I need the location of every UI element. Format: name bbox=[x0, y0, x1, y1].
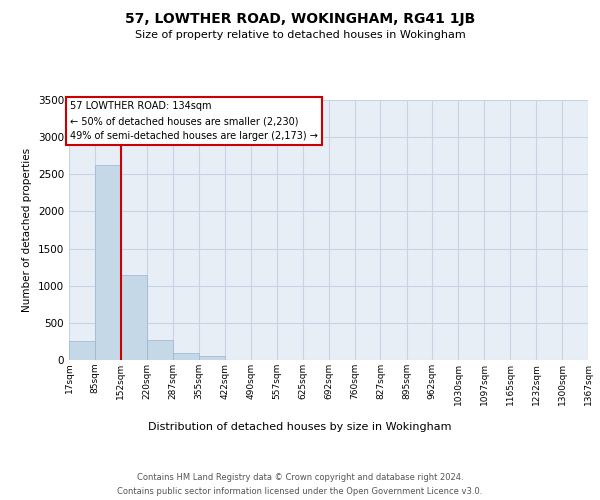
Text: Distribution of detached houses by size in Wokingham: Distribution of detached houses by size … bbox=[148, 422, 452, 432]
Y-axis label: Number of detached properties: Number of detached properties bbox=[22, 148, 32, 312]
Text: Contains HM Land Registry data © Crown copyright and database right 2024.: Contains HM Land Registry data © Crown c… bbox=[137, 472, 463, 482]
Text: Contains public sector information licensed under the Open Government Licence v3: Contains public sector information licen… bbox=[118, 488, 482, 496]
Bar bbox=[199, 356, 224, 360]
Bar bbox=[147, 340, 173, 360]
Text: 57 LOWTHER ROAD: 134sqm
← 50% of detached houses are smaller (2,230)
49% of semi: 57 LOWTHER ROAD: 134sqm ← 50% of detache… bbox=[70, 102, 317, 141]
Text: 57, LOWTHER ROAD, WOKINGHAM, RG41 1JB: 57, LOWTHER ROAD, WOKINGHAM, RG41 1JB bbox=[125, 12, 475, 26]
Bar bbox=[121, 274, 147, 360]
Text: Size of property relative to detached houses in Wokingham: Size of property relative to detached ho… bbox=[134, 30, 466, 40]
Bar bbox=[95, 166, 121, 360]
Bar bbox=[69, 342, 95, 360]
Bar bbox=[173, 352, 199, 360]
